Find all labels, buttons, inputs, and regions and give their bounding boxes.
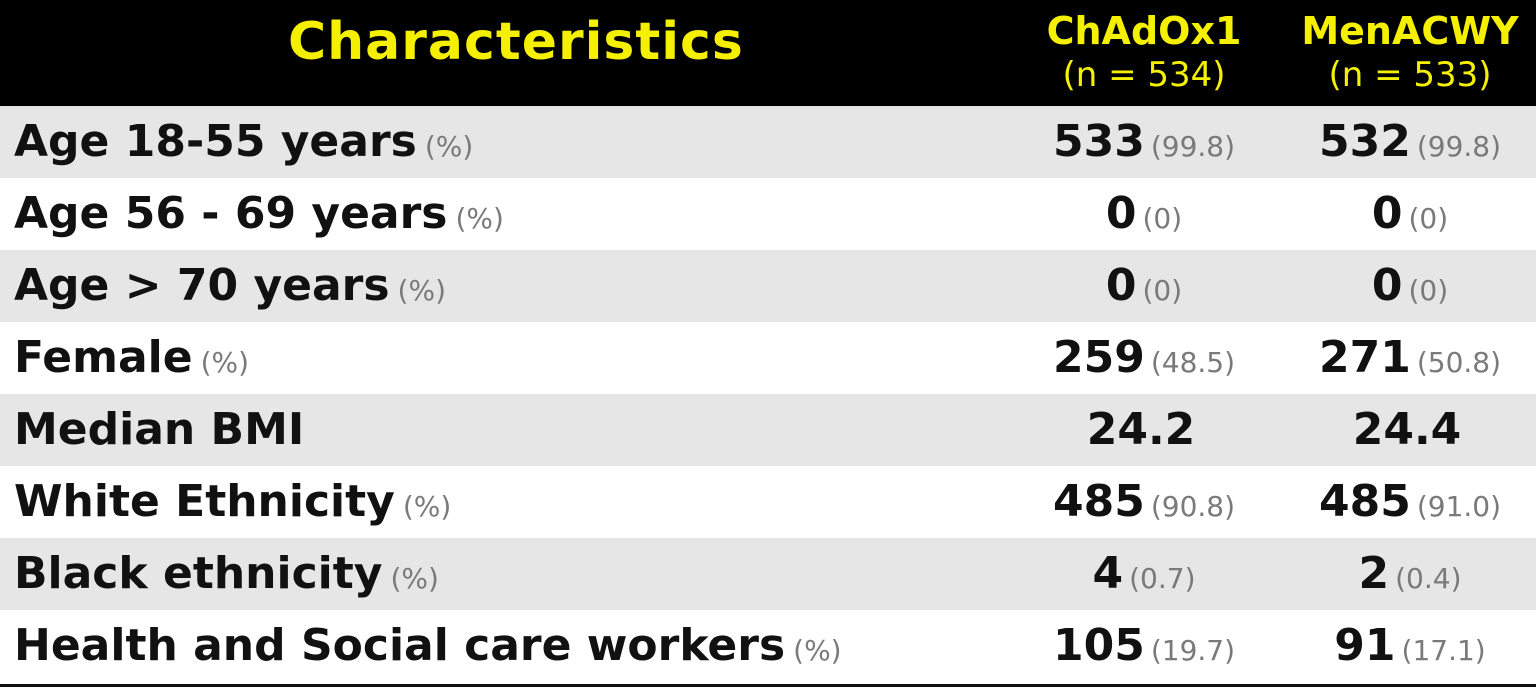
- row-label-text: Health and Social care workers: [14, 620, 786, 671]
- row-label-unit: (%): [390, 562, 439, 595]
- cell-percent: (0): [1408, 202, 1449, 235]
- header-column-n: (n = 534): [1062, 55, 1226, 95]
- cell-value: 532: [1318, 116, 1411, 167]
- row-label: Median BMI: [14, 394, 312, 466]
- cell-percent: (99.8): [1416, 130, 1502, 163]
- row-label-unit: (%): [424, 130, 474, 163]
- table-row-age-56-69: Age 56 - 69 years (%) 0 (0) 0 (0): [0, 178, 1536, 250]
- cell-menacwy: 485 (91.0): [1270, 466, 1536, 538]
- row-label: Black ethnicity (%): [14, 538, 439, 610]
- cell-percent: (99.8): [1150, 130, 1236, 163]
- row-label-text: White Ethnicity: [14, 476, 395, 527]
- row-label-unit: (%): [455, 202, 504, 235]
- row-label: Female (%): [14, 322, 249, 394]
- cell-percent: (0.4): [1395, 562, 1462, 595]
- cell-menacwy: 24.4: [1270, 394, 1536, 466]
- cell-value: 4: [1092, 548, 1124, 599]
- table-row-median-bmi: Median BMI 24.2 24.4: [0, 394, 1536, 466]
- table-header: Characteristics ChAdOx1 (n = 534) MenACW…: [0, 0, 1536, 106]
- row-label-unit: (%): [397, 274, 446, 307]
- cell-percent: (48.5): [1150, 346, 1236, 379]
- row-label-unit: (%): [200, 346, 250, 379]
- row-label-text: Female: [14, 332, 193, 383]
- cell-value: 0: [1105, 188, 1137, 239]
- cell-chadox1: 485 (90.8): [1004, 466, 1284, 538]
- row-label-text: Black ethnicity: [14, 548, 383, 599]
- cell-percent: (91.0): [1416, 490, 1502, 523]
- table-row-black-ethnicity: Black ethnicity (%) 4 (0.7) 2 (0.4): [0, 538, 1536, 610]
- cell-menacwy: 0 (0): [1270, 178, 1536, 250]
- cell-percent: (0.7): [1129, 562, 1196, 595]
- row-label-unit: (%): [793, 634, 842, 667]
- header-column-n: (n = 533): [1328, 55, 1492, 95]
- cell-value: 91: [1334, 620, 1396, 671]
- cell-chadox1: 105 (19.7): [1004, 610, 1284, 682]
- header-column-name: MenACWY: [1301, 9, 1519, 53]
- cell-chadox1: 0 (0): [1004, 178, 1284, 250]
- row-label-text: Age > 70 years: [14, 260, 390, 311]
- row-label-text: Median BMI: [14, 404, 305, 455]
- cell-value: 0: [1371, 260, 1403, 311]
- cell-value: 24.2: [1086, 404, 1196, 455]
- cell-value: 271: [1318, 332, 1411, 383]
- cell-value: 0: [1105, 260, 1137, 311]
- cell-value: 259: [1052, 332, 1145, 383]
- cell-percent: (0): [1408, 274, 1449, 307]
- cell-percent: (19.7): [1150, 634, 1236, 667]
- cell-menacwy: 91 (17.1): [1270, 610, 1536, 682]
- cell-value: 24.4: [1352, 404, 1462, 455]
- table-row-health-social-care-workers: Health and Social care workers (%) 105 (19…: [0, 610, 1536, 682]
- table-row-age-18-55: Age 18-55 years (%) 533 (99.8) 532 (99.8): [0, 106, 1536, 178]
- cell-percent: (90.8): [1150, 490, 1236, 523]
- row-label-text: Age 56 - 69 years: [14, 188, 448, 239]
- cell-value: 485: [1052, 476, 1145, 527]
- cell-menacwy: 0 (0): [1270, 250, 1536, 322]
- cell-value: 0: [1371, 188, 1403, 239]
- cell-value: 105: [1052, 620, 1145, 671]
- cell-chadox1: 0 (0): [1004, 250, 1284, 322]
- cell-value: 2: [1358, 548, 1390, 599]
- row-label: Age 18-55 years (%): [14, 106, 473, 178]
- table-row-age-over-70: Age > 70 years (%) 0 (0) 0 (0): [0, 250, 1536, 322]
- cell-percent: (17.1): [1401, 634, 1486, 667]
- bottom-rule: [0, 684, 1536, 687]
- cell-menacwy: 532 (99.8): [1270, 106, 1536, 178]
- row-label: White Ethnicity (%): [14, 466, 451, 538]
- cell-chadox1: 24.2: [1004, 394, 1284, 466]
- header-characteristics: Characteristics: [288, 12, 744, 72]
- row-label: Age > 70 years (%): [14, 250, 446, 322]
- table-row-white-ethnicity: White Ethnicity (%) 485 (90.8) 485 (91.0): [0, 466, 1536, 538]
- row-label: Age 56 - 69 years (%): [14, 178, 504, 250]
- cell-chadox1: 259 (48.5): [1004, 322, 1284, 394]
- row-label-unit: (%): [402, 490, 452, 523]
- row-label-text: Age 18-55 years: [14, 116, 417, 167]
- cell-menacwy: 2 (0.4): [1270, 538, 1536, 610]
- cell-percent: (50.8): [1416, 346, 1502, 379]
- row-label: Health and Social care workers (%): [14, 610, 842, 682]
- cell-value: 485: [1318, 476, 1411, 527]
- cell-percent: (0): [1142, 202, 1183, 235]
- header-column-chadox1: ChAdOx1 (n = 534): [1004, 8, 1284, 96]
- table-row-female: Female (%) 259 (48.5) 271 (50.8): [0, 322, 1536, 394]
- header-column-name: ChAdOx1: [1046, 9, 1242, 53]
- cell-chadox1: 4 (0.7): [1004, 538, 1284, 610]
- cell-chadox1: 533 (99.8): [1004, 106, 1284, 178]
- header-column-menacwy: MenACWY (n = 533): [1270, 8, 1536, 96]
- cell-value: 533: [1052, 116, 1145, 167]
- cell-percent: (0): [1142, 274, 1183, 307]
- cell-menacwy: 271 (50.8): [1270, 322, 1536, 394]
